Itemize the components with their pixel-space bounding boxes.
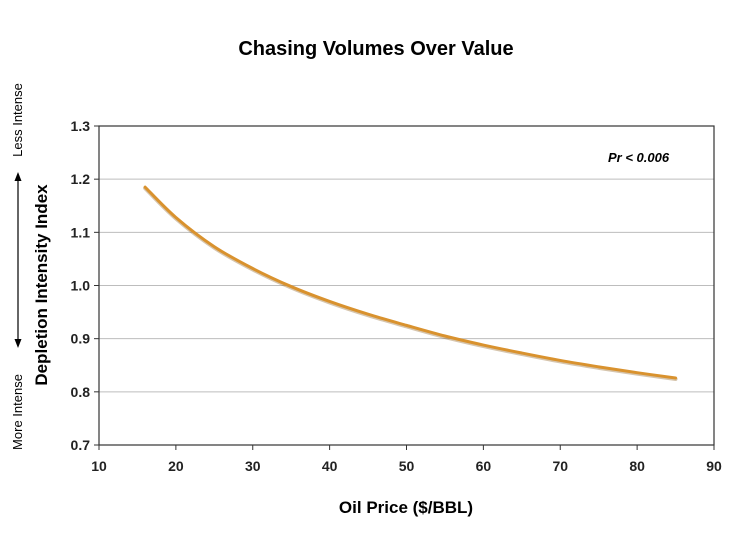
y-tick-label: 0.8 bbox=[71, 384, 91, 400]
x-tick-label: 20 bbox=[168, 458, 184, 474]
y-tick-label: 1.3 bbox=[71, 118, 91, 134]
gridlines bbox=[99, 178, 714, 393]
x-tick-label: 90 bbox=[706, 458, 722, 474]
y-tick-label: 1.0 bbox=[71, 278, 91, 294]
x-tick-label: 40 bbox=[322, 458, 338, 474]
x-tick-label: 60 bbox=[476, 458, 492, 474]
x-axis-label: Oil Price ($/BBL) bbox=[339, 498, 473, 517]
y-tick-label: 1.1 bbox=[71, 224, 91, 240]
chart-title: Chasing Volumes Over Value bbox=[238, 38, 513, 60]
y-tick-label: 0.9 bbox=[71, 331, 91, 347]
tick-labels: 0.7 0.8 0.9 1.0 1.1 1.2 1.3 10 20 30 40 50 60 70 80 90 bbox=[71, 118, 722, 474]
series-line bbox=[143, 185, 678, 380]
x-tick-label: 70 bbox=[552, 458, 568, 474]
x-tick-label: 30 bbox=[245, 458, 261, 474]
y-tick-label: 1.2 bbox=[71, 171, 91, 187]
y-tick-label: 0.7 bbox=[71, 437, 91, 453]
intensity-arrow bbox=[14, 172, 22, 348]
y-axis-label: Depletion Intensity Index bbox=[32, 184, 51, 386]
x-tick-label: 80 bbox=[629, 458, 645, 474]
series-layer bbox=[143, 185, 678, 382]
x-tick-label: 50 bbox=[399, 458, 415, 474]
x-tick-label: 10 bbox=[91, 458, 107, 474]
less-intense-label: Less Intense bbox=[10, 83, 25, 157]
p-value-annotation: Pr < 0.006 bbox=[608, 150, 670, 165]
series-line-shadow bbox=[143, 186, 678, 382]
more-intense-label: More Intense bbox=[10, 374, 25, 450]
